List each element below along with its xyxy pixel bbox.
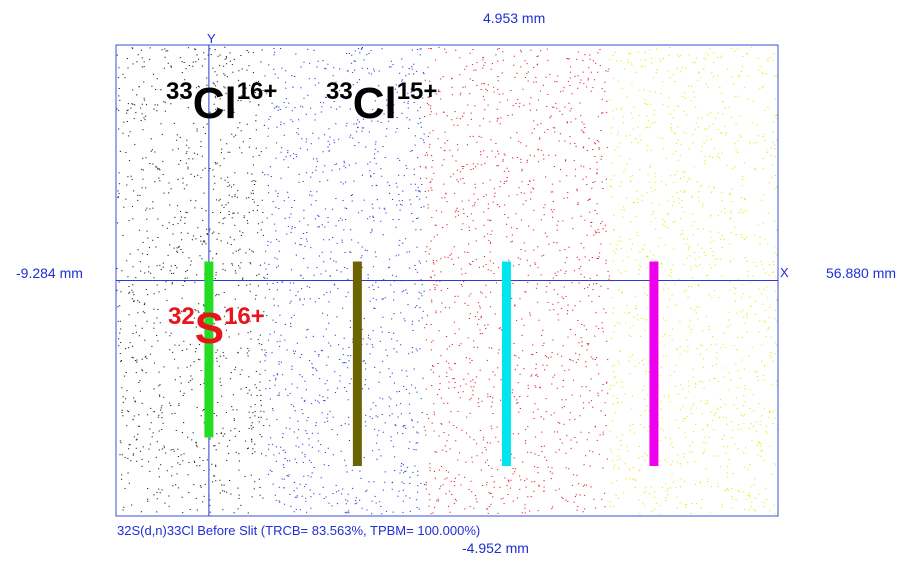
ion-label-32s16: 32S16+ <box>168 304 265 353</box>
ion-element: Cl <box>352 79 397 128</box>
focal-line-1 <box>204 261 214 438</box>
ion-charge: 16+ <box>224 303 265 330</box>
ion-charge: 15+ <box>396 78 438 105</box>
ion-element: Cl <box>192 79 237 128</box>
y-axis-label: Y <box>207 31 216 46</box>
ion-element: S <box>194 304 225 353</box>
x-axis-label: X <box>780 265 789 280</box>
ion-mass: 32 <box>168 303 195 330</box>
focal-line-4 <box>649 261 659 466</box>
x-min-label: -9.284 mm <box>16 265 83 281</box>
ion-label-33cl15: 33Cl15+ <box>326 79 437 128</box>
focal-line-3 <box>501 261 511 466</box>
plot-caption: 32S(d,n)33Cl Before Slit (TRCB= 83.563%,… <box>117 523 481 538</box>
ion-mass: 33 <box>326 78 353 105</box>
ion-label-33cl16: 33Cl16+ <box>166 79 277 128</box>
ion-charge: 16+ <box>236 78 278 105</box>
scatter-band-4 <box>609 46 780 515</box>
background-scatter <box>116 46 780 515</box>
y-min-label: -4.952 mm <box>462 540 529 556</box>
ion-mass: 33 <box>166 78 193 105</box>
focal-line-2 <box>352 261 362 466</box>
x-max-label: 56.880 mm <box>826 265 897 281</box>
y-max-label: 4.953 mm <box>483 10 546 26</box>
